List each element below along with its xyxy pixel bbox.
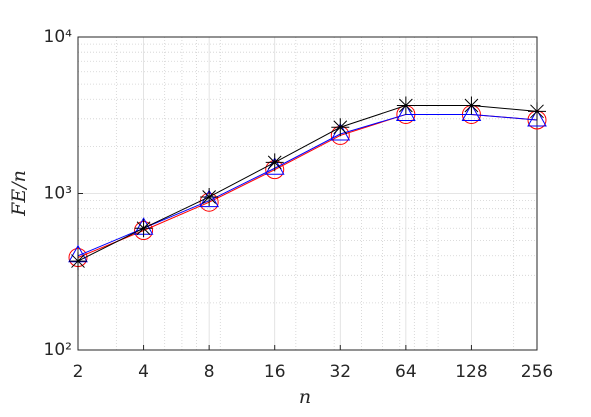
- x-tick-label: 64: [395, 362, 417, 382]
- marker: [265, 153, 284, 172]
- x-tick-label: 8: [204, 362, 215, 382]
- x-tick-label: 4: [138, 362, 149, 382]
- series-line: [77, 113, 538, 257]
- plot-frame: [77, 36, 538, 351]
- y-tick-label: 10²: [44, 340, 72, 360]
- marker: [200, 187, 219, 206]
- marker: [69, 252, 87, 271]
- x-axis-label: n: [299, 386, 311, 408]
- marker: [396, 103, 416, 121]
- marker: [461, 103, 482, 121]
- x-tick-label: 2: [73, 362, 84, 382]
- marker: [527, 108, 547, 127]
- marker: [462, 96, 481, 115]
- x-tick-label: 256: [521, 362, 553, 382]
- x-tick-label: 32: [329, 362, 351, 382]
- marker: [396, 96, 415, 115]
- marker: [528, 102, 546, 121]
- y-axis-label: FE/n: [8, 170, 30, 217]
- x-tick-label: 128: [455, 362, 487, 382]
- marker: [331, 118, 350, 137]
- y-tick-label: 10⁴: [44, 27, 73, 47]
- y-tick-label: 10³: [44, 184, 72, 204]
- x-tick-label: 16: [264, 362, 286, 382]
- marker: [134, 219, 153, 238]
- series-line: [77, 105, 538, 262]
